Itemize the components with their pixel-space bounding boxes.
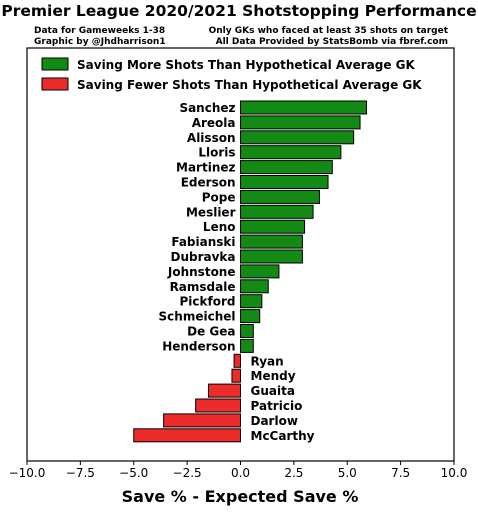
bar-lloris	[240, 145, 342, 160]
legend: Saving More Shots Than Hypothetical Aver…	[41, 57, 422, 92]
credits-note: Data for Gameweeks 1-38 Graphic by @Jhdh…	[34, 26, 166, 48]
bar-martinez	[240, 160, 333, 175]
label-mccarthy: McCarthy	[251, 429, 315, 443]
x-axis-label: Save % - Expected Save %	[122, 487, 359, 506]
bar-pope	[240, 189, 320, 204]
label-ramsdale: Ramsdale	[170, 280, 236, 294]
label-johnstone: Johnstone	[167, 265, 236, 279]
bar-guaita	[207, 383, 242, 398]
bar-fabianski	[240, 234, 303, 249]
bar-ederson	[240, 175, 329, 189]
bar-pickford	[240, 294, 263, 309]
label-darlow: Darlow	[251, 414, 298, 428]
bar-dubravka	[240, 249, 303, 264]
x-tick-label: −10.0	[9, 466, 46, 480]
bar-johnstone	[240, 264, 280, 279]
bar-patricio	[195, 398, 241, 413]
gameweeks-note: Data for Gameweeks 1-38	[34, 26, 166, 36]
label-dubravka: Dubravka	[170, 250, 235, 264]
label-patricio: Patricio	[251, 399, 303, 413]
bar-ramsdale	[240, 279, 269, 294]
legend-label-positive: Saving More Shots Than Hypothetical Aver…	[77, 58, 416, 72]
x-tick-label: −2.5	[173, 466, 202, 480]
bar-ryan	[233, 353, 242, 368]
label-henderson: Henderson	[162, 339, 235, 353]
bar-de-gea	[240, 324, 254, 338]
legend-swatch-negative	[41, 77, 69, 91]
bar-schmeichel	[240, 309, 261, 324]
x-tick-label: 10.0	[441, 466, 468, 480]
label-de-gea: De Gea	[187, 325, 235, 339]
bar-areola	[240, 115, 361, 130]
label-leno: Leno	[203, 220, 236, 234]
x-tick-label: −7.5	[66, 466, 95, 480]
label-meslier: Meslier	[186, 205, 236, 219]
label-ederson: Ederson	[181, 176, 236, 190]
bar-leno	[240, 219, 306, 234]
x-axis: −10.0 −7.5 −5.0 −2.5 0.0 2.5 5.0 7.5 10.0	[9, 461, 468, 480]
label-fabianski: Fabianski	[171, 235, 235, 249]
label-guaita: Guaita	[251, 384, 295, 398]
label-lloris: Lloris	[198, 146, 235, 160]
label-pickford: Pickford	[180, 295, 236, 309]
bar-henderson	[240, 338, 254, 353]
bar-darlow	[163, 413, 241, 428]
source-note: Only GKs who faced at least 35 shots on …	[209, 26, 448, 48]
label-ryan: Ryan	[251, 354, 284, 368]
bar-mendy	[231, 368, 242, 383]
bar-sanchez	[240, 100, 367, 115]
bars	[133, 100, 367, 443]
label-alisson: Alisson	[187, 131, 236, 145]
label-schmeichel: Schmeichel	[159, 310, 236, 324]
bar-meslier	[240, 204, 314, 219]
label-areola: Areola	[192, 116, 236, 130]
x-tick-label: 0.0	[231, 466, 250, 480]
category-labels: SanchezAreolaAlissonLlorisMartinezEderso…	[159, 101, 315, 443]
label-pope: Pope	[202, 190, 236, 204]
x-tick-label: 7.5	[391, 466, 410, 480]
bar-alisson	[240, 130, 355, 145]
x-tick-label: 2.5	[284, 466, 303, 480]
author-note: Graphic by @Jhdharrison1	[34, 37, 166, 47]
data-source-note: All Data Provided by StatsBomb via fbref…	[215, 37, 448, 47]
chart-title: Premier League 2020/2021 Shotstopping Pe…	[1, 2, 477, 20]
legend-label-negative: Saving Fewer Shots Than Hypothetical Ave…	[77, 78, 422, 92]
x-tick-label: −5.0	[119, 466, 148, 480]
label-sanchez: Sanchez	[179, 101, 235, 115]
label-martinez: Martinez	[176, 161, 235, 175]
criteria-note: Only GKs who faced at least 35 shots on …	[208, 26, 448, 36]
x-tick-label: 5.0	[338, 466, 357, 480]
legend-swatch-positive	[41, 57, 69, 71]
bar-mccarthy	[133, 428, 241, 443]
label-mendy: Mendy	[251, 369, 296, 383]
